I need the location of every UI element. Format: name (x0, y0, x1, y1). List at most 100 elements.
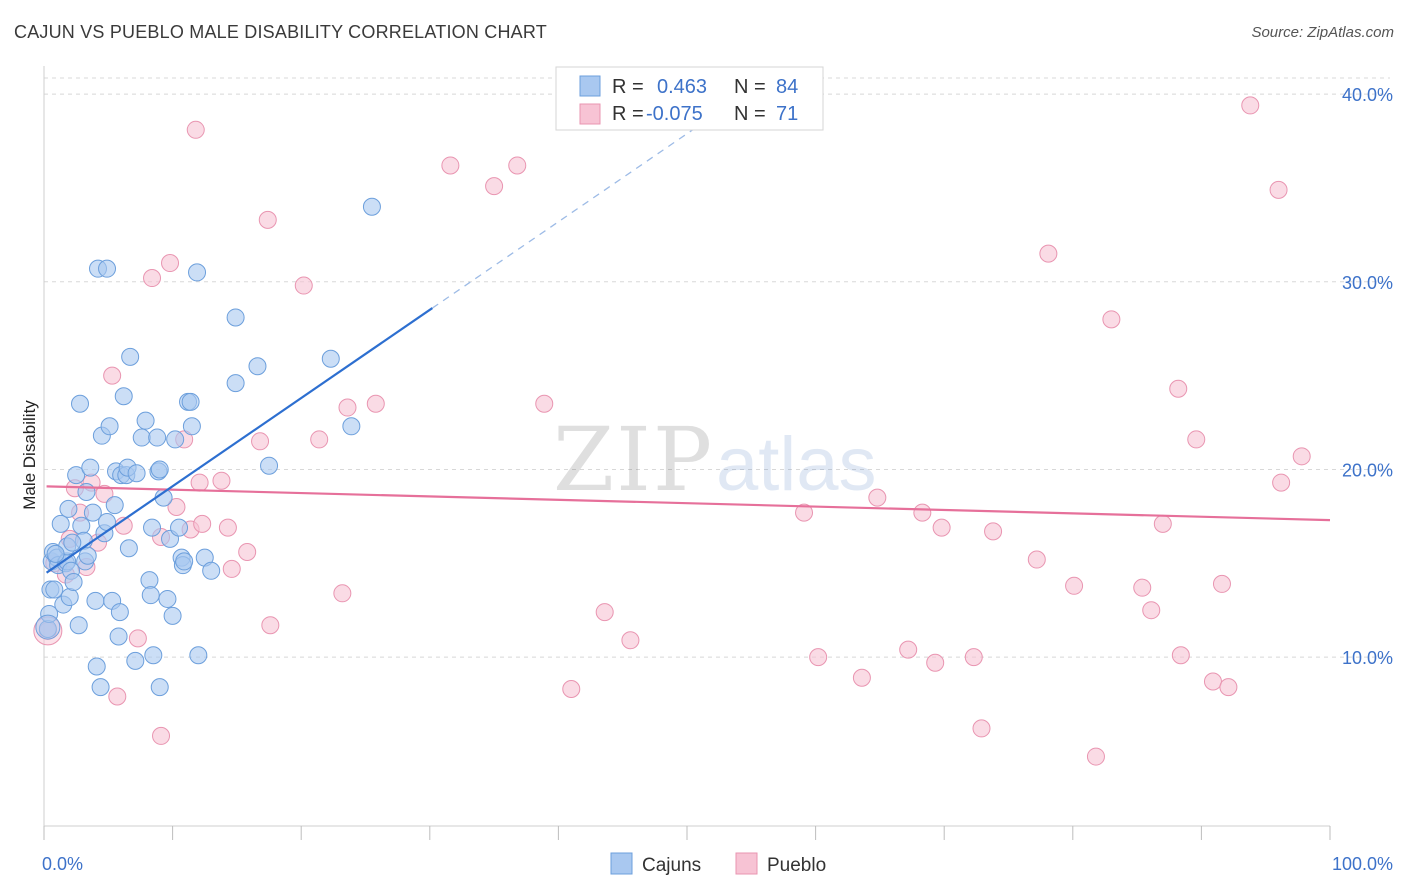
cajun-point (170, 518, 189, 537)
pueblo-point (485, 177, 504, 196)
pueblo-r-value: -0.075 (646, 103, 703, 125)
pueblo-point (1102, 310, 1121, 329)
cajun-point (150, 460, 169, 479)
cajun-point (64, 573, 83, 592)
watermark-atlas: atlas (716, 422, 877, 507)
pueblo-point (1203, 672, 1222, 691)
pueblo-point (186, 120, 205, 139)
pueblo-point (868, 488, 887, 507)
pueblo-point (1219, 678, 1238, 697)
y-tick-label: 10.0% (1342, 648, 1393, 668)
cajun-point (77, 482, 96, 501)
pueblo-point (1292, 447, 1311, 466)
pueblo-point (108, 687, 127, 706)
cajun-point (342, 417, 361, 436)
y-tick-label: 40.0% (1342, 85, 1393, 105)
cajun-point (83, 503, 102, 522)
pueblo-point (795, 503, 814, 522)
pueblo-point (251, 432, 270, 451)
cajun-point (121, 347, 140, 366)
cajun-r-value: 0.463 (657, 76, 707, 98)
cajun-point (110, 603, 129, 622)
pueblo-point (621, 631, 640, 650)
cajun-point (132, 428, 151, 447)
cajun-point (46, 544, 65, 563)
pueblo-point (143, 269, 162, 288)
cajun-point (60, 588, 79, 607)
x-tick-label-min: 0.0% (42, 854, 83, 874)
pueblo-point (366, 394, 385, 413)
cajun-point (100, 417, 119, 436)
pueblo-point (562, 680, 581, 699)
cajun-point (202, 561, 221, 580)
pueblo-point (212, 471, 231, 490)
cajun-point (86, 591, 105, 610)
pueblo-point (595, 603, 614, 622)
pueblo-point (441, 156, 460, 175)
cajun-point (182, 417, 201, 436)
pueblo-point (1171, 646, 1190, 665)
watermark-zip: ZIP (553, 408, 714, 511)
pueblo-point (1039, 244, 1058, 263)
series-legend: Cajuns Pueblo (610, 852, 826, 876)
cajun-point (188, 263, 207, 282)
chart-title: CAJUN VS PUEBLO MALE DISABILITY CORRELAT… (14, 22, 547, 42)
pueblo-point (161, 254, 180, 273)
watermark: ZIP atlas (553, 408, 877, 511)
cajun-trend-line (45, 307, 433, 574)
pueblo-legend-swatch (579, 103, 601, 125)
cajun-point (67, 466, 86, 485)
pueblo-n-value: 71 (776, 103, 798, 125)
cajun-point (63, 533, 82, 552)
pueblo-point (852, 668, 871, 687)
pueblo-point (984, 522, 1003, 541)
trend-lines (45, 106, 1331, 574)
pueblo-point (103, 366, 122, 385)
cajun-point (163, 606, 182, 625)
cajun-n-value: 84 (776, 76, 798, 98)
pueblo-point (261, 616, 280, 635)
cajun-point (109, 627, 128, 646)
pueblo-point (964, 648, 983, 667)
cajun-point (45, 580, 64, 599)
pueblo-point (1241, 96, 1260, 115)
pueblo-point (193, 514, 212, 533)
cajun-point (126, 651, 145, 670)
pueblo-n-label: N = (734, 103, 766, 125)
pueblo-point (1086, 747, 1105, 766)
pueblo-point (535, 394, 554, 413)
y-axis-ticks: 10.0% 20.0% 30.0% 40.0% (1342, 85, 1393, 668)
pueblo-point (95, 484, 114, 503)
cajun-point (72, 516, 91, 535)
pueblo-point (338, 398, 357, 417)
cajun-point (140, 571, 159, 590)
pueblo-point (972, 719, 991, 738)
pueblo-point (1187, 430, 1206, 449)
pueblo-point (508, 156, 527, 175)
cajun-point (226, 308, 245, 327)
x-axis-ticks (43, 826, 1331, 840)
pueblo-point (258, 210, 277, 229)
cajun-point (260, 456, 279, 475)
cajun-point (91, 678, 110, 697)
cajun-r-label: R = (612, 76, 644, 98)
cajun-legend-swatch (579, 75, 601, 97)
cajuns-legend-label: Cajuns (642, 855, 701, 876)
pueblo-point (1212, 574, 1231, 593)
cajun-point (78, 546, 97, 565)
pueblo-point (222, 559, 241, 578)
cajun-point (226, 374, 245, 393)
pueblo-legend-label: Pueblo (767, 855, 826, 876)
cajun-point (144, 646, 163, 665)
cajun-n-label: N = (734, 76, 766, 98)
pueblo-point (926, 653, 945, 672)
grid-lines (44, 77, 1390, 658)
pueblo-point (310, 430, 329, 449)
pueblo-point (238, 543, 257, 562)
cajun-point (158, 589, 177, 608)
pueblo-point (1027, 550, 1046, 569)
pueblo-point (333, 584, 352, 603)
cajun-point (81, 458, 100, 477)
cajun-point (71, 394, 90, 413)
